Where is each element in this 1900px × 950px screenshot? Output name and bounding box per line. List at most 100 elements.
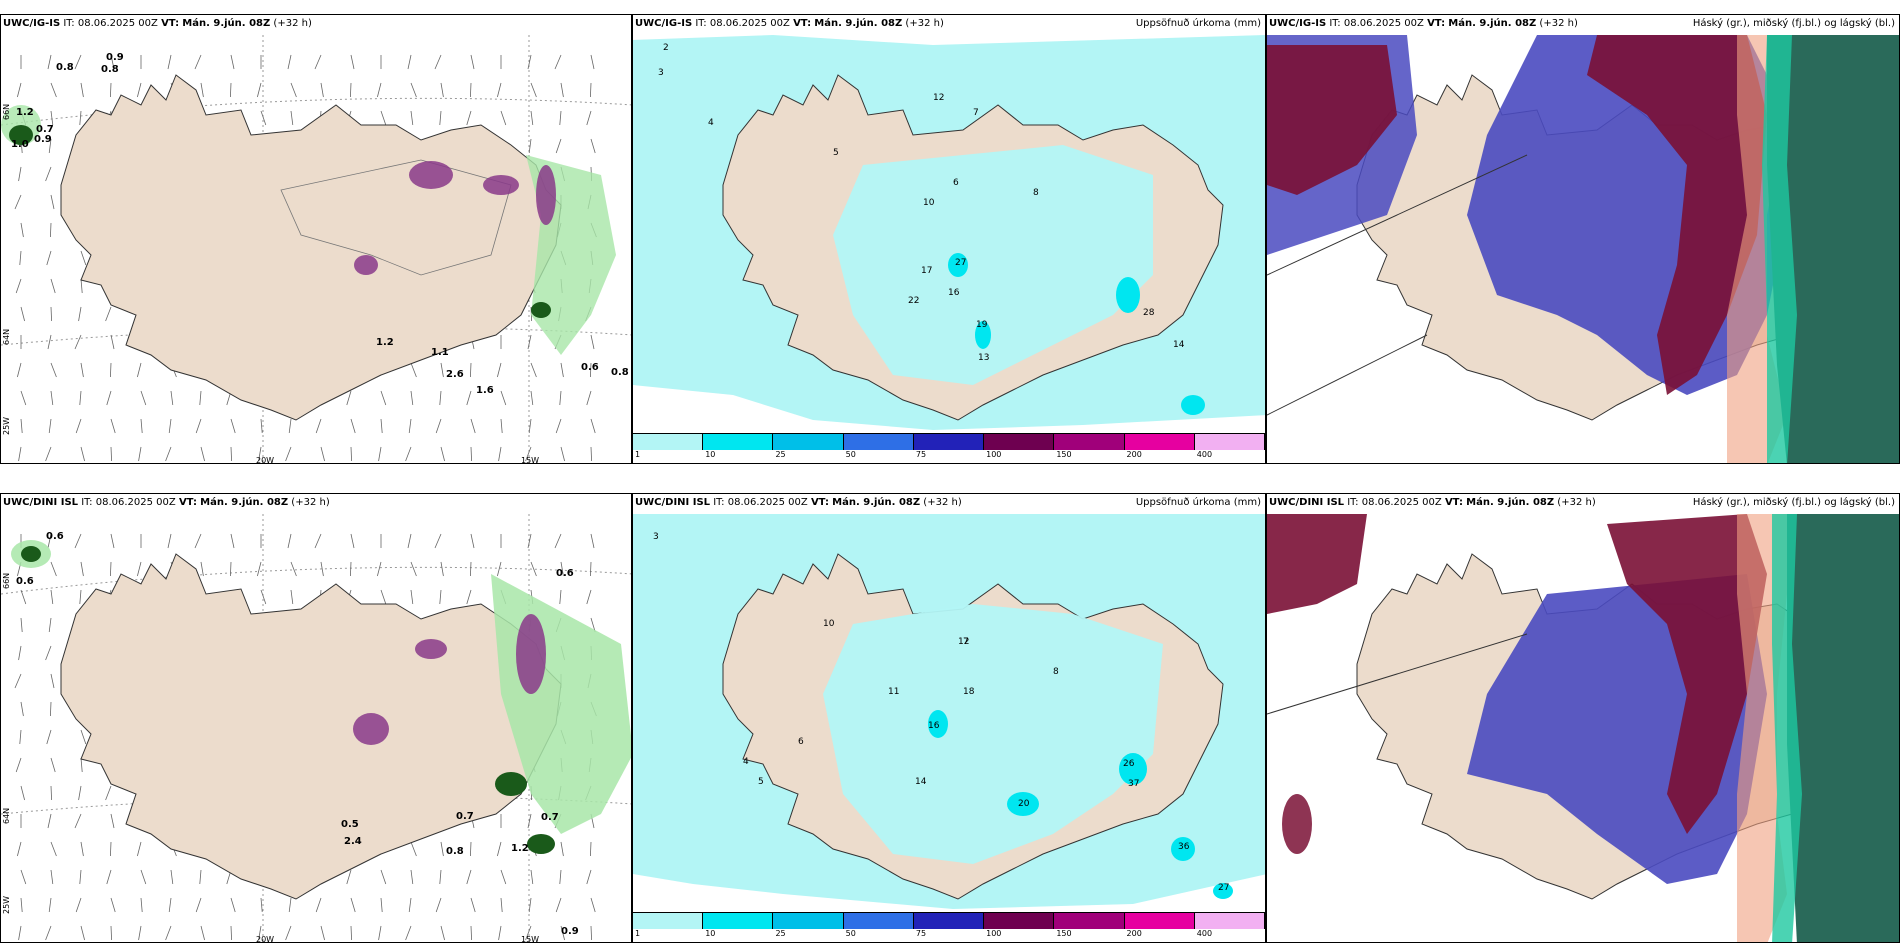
- wind-barb: [80, 561, 84, 577]
- wind-barb: [199, 869, 202, 885]
- wind-barb: [230, 82, 232, 98]
- wind-barb: [80, 925, 85, 941]
- wind-barb: [408, 897, 412, 913]
- wind-barb: [230, 54, 235, 70]
- wind-barb: [80, 82, 84, 98]
- map-cloud-ig: [1267, 35, 1899, 463]
- wind-barb: [75, 418, 82, 434]
- wind-barb: [434, 54, 442, 70]
- label-value: 1.2: [16, 107, 34, 118]
- wind-barb: [466, 869, 472, 885]
- wind-barb: [439, 110, 442, 126]
- wind-barb: [497, 561, 502, 577]
- wind-barb: [50, 757, 56, 773]
- wind-barb: [315, 418, 322, 434]
- wind-barb: [590, 362, 592, 378]
- wind-barb: [380, 869, 387, 885]
- wind-barb: [257, 82, 262, 98]
- label-value: 12: [933, 93, 944, 103]
- wind-barb: [79, 869, 82, 885]
- wind-barb: [380, 589, 387, 605]
- wind-barb: [470, 362, 472, 378]
- label-value: 0.6: [16, 576, 34, 587]
- wind-barb: [555, 897, 562, 913]
- wind-barb: [260, 418, 263, 434]
- wind-barb: [168, 418, 172, 434]
- colorbar-tick: 25: [775, 929, 786, 938]
- label-value: 8: [1033, 188, 1039, 198]
- wind-barb: [230, 561, 232, 577]
- lat-label: 64N: [2, 808, 11, 824]
- wind-barb: [285, 446, 292, 462]
- wind-barb: [110, 533, 115, 549]
- wind-barb: [440, 841, 444, 857]
- panel-ig-cloud: UWC/IG-IS IT: 08.06.2025 00Z VT: Mán. 9.…: [1266, 14, 1900, 464]
- wind-barb: [350, 446, 352, 462]
- wind-barb: [110, 925, 112, 941]
- wind-barb: [586, 110, 592, 126]
- colorbar-tick: 200: [1126, 929, 1142, 938]
- wind-barb: [110, 446, 112, 462]
- wind-barb: [75, 897, 82, 913]
- colorbar-cell: [843, 434, 914, 450]
- wind-barb: [140, 897, 143, 913]
- label-value: 5: [833, 148, 839, 158]
- wind-barb: [110, 813, 115, 829]
- wind-barb: [350, 533, 355, 549]
- wind-barb: [500, 869, 507, 885]
- wind-barb: [137, 362, 142, 378]
- wind-barb: [530, 561, 537, 577]
- label-value: 4: [743, 757, 749, 767]
- wind-barb: [80, 841, 84, 857]
- wind-barb: [497, 82, 502, 98]
- wind-barb: [530, 390, 534, 406]
- label-value: 1.6: [476, 385, 494, 396]
- wind-barb: [410, 869, 414, 885]
- wind-barb: [138, 925, 142, 941]
- label-value: 17: [921, 266, 932, 276]
- wind-barb: [559, 390, 562, 406]
- wind-barb: [470, 82, 472, 98]
- wind-barb: [439, 390, 442, 406]
- wind-barb: [405, 925, 412, 941]
- wind-barb: [45, 645, 52, 661]
- wind-barb: [500, 418, 503, 434]
- wind-barb: [78, 785, 82, 801]
- wind-barb: [586, 869, 592, 885]
- label-value: 28: [1143, 308, 1155, 318]
- wind-barb: [50, 194, 55, 210]
- wind-barb: [290, 82, 297, 98]
- wind-barb: [290, 110, 294, 126]
- colorbar-tick: 150: [1056, 929, 1072, 938]
- wind-barb: [260, 589, 267, 605]
- wind-barb: [405, 446, 412, 462]
- label-value: 0.9: [34, 134, 52, 145]
- wind-barb: [17, 362, 22, 378]
- wind-barb: [46, 729, 52, 745]
- colorbar: 1 10 25 50 75 100 150 200 400: [633, 912, 1265, 938]
- wind-barb: [380, 418, 383, 434]
- wind-barb: [440, 925, 445, 941]
- wind-barb: [199, 390, 202, 406]
- label-value: 27: [955, 258, 966, 268]
- wind-barb: [50, 110, 54, 126]
- wind-barb: [320, 925, 325, 941]
- wind-barb: [80, 446, 85, 462]
- colorbar-tick: 10: [705, 450, 716, 459]
- colorbar-cell: [913, 434, 985, 450]
- lon-label: 20W: [256, 456, 274, 464]
- panel-dini-precip: UWC/DINI ISL IT: 08.06.2025 00Z VT: Mán.…: [632, 493, 1266, 943]
- wind-barb: [14, 673, 22, 689]
- label-value: 14: [1173, 340, 1185, 350]
- colorbar-cell: [1054, 913, 1125, 929]
- wind-barb: [17, 841, 22, 857]
- wind-barb: [14, 194, 22, 210]
- wind-barb: [257, 561, 262, 577]
- wind-barb: [590, 617, 596, 633]
- wind-barb: [50, 701, 52, 717]
- wind-barb: [80, 250, 87, 266]
- label-value: 20: [1018, 799, 1030, 809]
- wind-barb: [165, 925, 172, 941]
- wind-barb: [530, 362, 537, 378]
- wind-barb: [105, 785, 112, 801]
